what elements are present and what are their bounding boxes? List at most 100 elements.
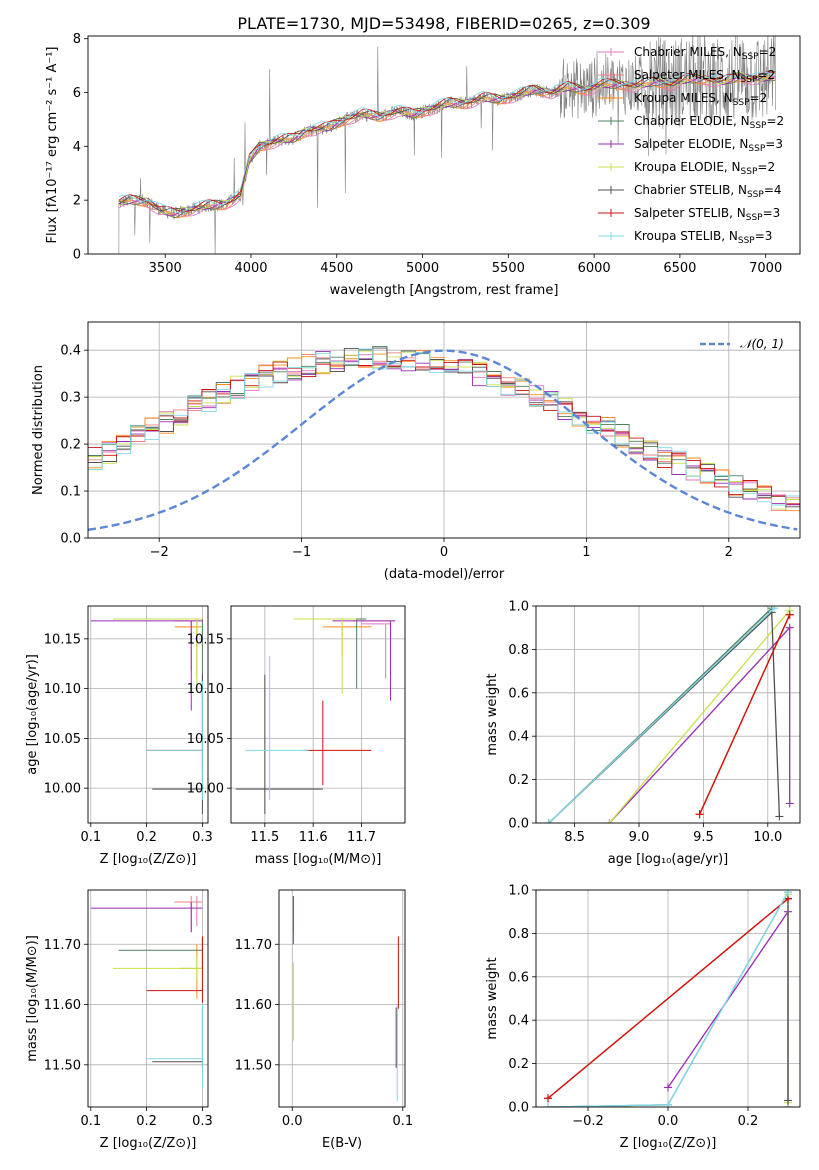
legend-entry: Kroupa ELODIE, NSSP=2 bbox=[634, 160, 775, 177]
y-axis-label: age [log₁₀(age/yr)] bbox=[25, 654, 40, 775]
x-tick-label: 0.1 bbox=[80, 830, 101, 845]
y-tick-label: 0.3 bbox=[60, 391, 81, 406]
grid bbox=[536, 605, 800, 824]
y-tick-label: 0.2 bbox=[508, 1057, 529, 1072]
histogram-series bbox=[88, 350, 800, 512]
x-tick-label: 0.2 bbox=[738, 1114, 759, 1129]
x-axis-label: wavelength [Angstrom, rest frame] bbox=[330, 283, 559, 298]
legend-subscript: SSP bbox=[750, 121, 767, 131]
axes-frame bbox=[535, 889, 801, 1108]
y-axis-label: Flux [fλ10⁻¹⁷ erg cm⁻² s⁻¹ A⁻¹] bbox=[45, 47, 60, 244]
x-tick-label: 4500 bbox=[320, 261, 353, 276]
x-tick-label: 0.3 bbox=[192, 830, 213, 845]
y-tick-label: 10.10 bbox=[187, 682, 224, 697]
y-tick-label: 10.15 bbox=[44, 632, 81, 647]
x-tick-label: 0 bbox=[440, 545, 448, 560]
x-tick-label: 8.5 bbox=[564, 830, 585, 845]
y-tick-label: 0.1 bbox=[60, 485, 81, 500]
grid bbox=[231, 606, 405, 823]
model-spectrum bbox=[118, 71, 776, 213]
x-tick-label: 11.6 bbox=[299, 830, 328, 845]
figure-title: PLATE=1730, MJD=53498, FIBERID=0265, z=0… bbox=[237, 14, 650, 33]
histogram-series bbox=[88, 352, 800, 511]
y-tick-label: 0.0 bbox=[508, 817, 529, 832]
x-tick-label: 3500 bbox=[149, 261, 182, 276]
y-axis-label: mass weight bbox=[485, 673, 500, 755]
x-tick-label: 4000 bbox=[234, 261, 267, 276]
legend-entry: 𝒩(0, 1) bbox=[740, 337, 784, 351]
y-tick-label: 10.10 bbox=[44, 682, 81, 697]
y-tick-label: 0.8 bbox=[508, 643, 529, 658]
axes-frame bbox=[535, 605, 801, 824]
legend-count: =3 bbox=[763, 206, 781, 220]
x-tick-label: 0.0 bbox=[658, 1114, 679, 1129]
plot-area bbox=[90, 896, 203, 1089]
y-axis-label: Normed distribution bbox=[31, 365, 46, 495]
histogram-series bbox=[88, 350, 800, 506]
legend-count: =4 bbox=[764, 183, 782, 197]
axes-frame bbox=[230, 605, 406, 824]
x-tick-label: 9.0 bbox=[629, 830, 650, 845]
x-tick-label: 0.1 bbox=[392, 1114, 413, 1129]
x-tick-label: 5000 bbox=[406, 261, 439, 276]
y-tick-label: 11.70 bbox=[235, 938, 272, 953]
legend-subscript: SSP bbox=[741, 167, 758, 177]
mass-weight-series bbox=[608, 609, 791, 823]
x-tick-label: 0.2 bbox=[136, 1114, 157, 1129]
x-tick-label: −0.2 bbox=[572, 1114, 604, 1129]
mass-weight-series bbox=[548, 611, 781, 823]
y-tick-label: 2 bbox=[73, 194, 81, 209]
x-tick-label: 11.7 bbox=[347, 830, 376, 845]
y-tick-label: 0 bbox=[73, 248, 81, 263]
legend-entry: Kroupa STELIB, NSSP=3 bbox=[634, 229, 772, 246]
y-tick-label: 11.60 bbox=[44, 998, 81, 1013]
legend-subscript: SSP bbox=[738, 236, 755, 246]
legend-entry: Salpeter STELIB, NSSP=3 bbox=[634, 206, 780, 223]
y-tick-label: 4 bbox=[73, 140, 81, 155]
x-tick-label: 5500 bbox=[492, 261, 525, 276]
plot-area bbox=[544, 606, 794, 823]
mass-weight-series bbox=[699, 614, 791, 815]
mass-vs-extinction-panel: 0.0 0.1 11.50 11.60 11.70 E(B-V) bbox=[235, 889, 413, 1151]
model-spectrum bbox=[118, 71, 776, 212]
y-tick-label: 6 bbox=[73, 86, 81, 101]
model-spectrum bbox=[118, 71, 776, 214]
y-tick-label: 0.8 bbox=[508, 927, 529, 942]
legend-subscript: SSP bbox=[733, 98, 750, 108]
y-tick-label: 0.0 bbox=[508, 1101, 529, 1116]
x-tick-label: 6500 bbox=[663, 261, 696, 276]
x-tick-label: 0.3 bbox=[192, 1114, 213, 1129]
x-axis-label: age [log₁₀(age/yr)] bbox=[608, 852, 729, 867]
residual-histogram-panel: −2 −1 0 1 2 0.0 0.1 0.2 0.3 0.4 (data-model)/error… bbox=[31, 321, 801, 582]
x-axis-label: Z [log₁₀(Z/Z⊙)] bbox=[100, 852, 197, 867]
y-axis-label: mass [log₁₀(M/M⊙)] bbox=[25, 935, 40, 1062]
x-tick-label: −1 bbox=[292, 545, 311, 560]
axes-frame bbox=[87, 605, 209, 824]
x-axis-label: Z [log₁₀(Z/Z⊙)] bbox=[100, 1136, 197, 1151]
legend-count: =3 bbox=[765, 137, 783, 151]
model-spectrum bbox=[118, 76, 776, 218]
x-tick-label: 0.1 bbox=[80, 1114, 101, 1129]
legend-count: =2 bbox=[750, 91, 768, 105]
legend-count: =2 bbox=[757, 68, 775, 82]
mass-weight-vs-metallicity-panel: −0.2 0.0 0.2 0.0 0.2 0.4 0.6 0.8 1.0 Z [log₁₀(Z/Z… bbox=[485, 884, 801, 1151]
x-tick-label: 11.5 bbox=[250, 830, 279, 845]
mass-weight-series bbox=[608, 626, 791, 823]
plot-area bbox=[88, 345, 800, 531]
histogram-series bbox=[88, 348, 800, 506]
x-axis-label: Z [log₁₀(Z/Z⊙)] bbox=[620, 1136, 717, 1151]
x-tick-label: 1 bbox=[582, 545, 590, 560]
y-tick-label: 0.4 bbox=[60, 344, 81, 359]
y-tick-label: 8 bbox=[73, 32, 81, 47]
x-tick-label: 7000 bbox=[749, 261, 782, 276]
x-tick-label: 0.2 bbox=[136, 830, 157, 845]
x-tick-label: 10.0 bbox=[753, 830, 782, 845]
legend-count: =2 bbox=[757, 160, 775, 174]
y-tick-label: 10.00 bbox=[187, 782, 224, 797]
x-axis-label: E(B-V) bbox=[322, 1136, 362, 1151]
gaussian-curve bbox=[88, 349, 798, 531]
model-spectrum bbox=[118, 73, 776, 216]
y-tick-label: 0.2 bbox=[60, 438, 81, 453]
y-tick-label: 11.70 bbox=[44, 938, 81, 953]
